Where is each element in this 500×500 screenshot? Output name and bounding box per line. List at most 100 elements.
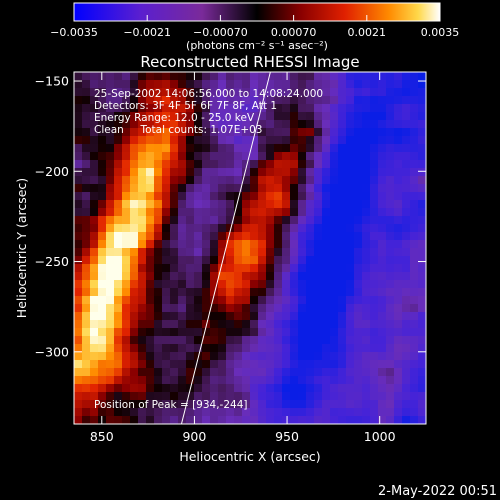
heatmap-cell <box>330 400 339 409</box>
heatmap-cell <box>282 136 291 145</box>
heatmap-cell <box>370 272 379 281</box>
heatmap-cell <box>274 328 283 337</box>
heatmap-cell <box>402 400 411 409</box>
heatmap-cell <box>346 384 355 393</box>
heatmap-cell <box>106 392 115 401</box>
heatmap-cell <box>322 264 331 273</box>
colorbar-tick-label: −0.0021 <box>123 26 171 39</box>
heatmap-cell <box>210 80 219 89</box>
heatmap-cell <box>298 72 307 81</box>
heatmap-cell <box>194 192 203 201</box>
heatmap-cell <box>186 72 195 81</box>
heatmap-cell <box>354 280 363 289</box>
heatmap-cell <box>330 376 339 385</box>
heatmap-cell <box>274 232 283 241</box>
heatmap-cell <box>106 304 115 313</box>
heatmap-cell <box>362 312 371 321</box>
heatmap-cell <box>354 312 363 321</box>
heatmap-cell <box>354 208 363 217</box>
heatmap-cell <box>354 72 363 81</box>
heatmap-cell <box>122 144 131 153</box>
heatmap-cell <box>266 360 275 369</box>
heatmap-cell <box>98 104 107 113</box>
heatmap-cell <box>370 368 379 377</box>
heatmap-cell <box>402 416 411 424</box>
heatmap-cell <box>306 408 315 417</box>
heatmap-cell <box>162 216 171 225</box>
heatmap-cell <box>90 264 99 273</box>
heatmap-cell <box>418 400 426 409</box>
heatmap-cell <box>330 224 339 233</box>
heatmap-image <box>74 72 426 424</box>
heatmap-cell <box>74 104 83 113</box>
heatmap-cell <box>258 144 267 153</box>
heatmap-cell <box>386 416 395 424</box>
heatmap-cell <box>178 104 187 113</box>
heatmap-cell <box>298 120 307 129</box>
heatmap-cell <box>146 272 155 281</box>
heatmap-cell <box>274 136 283 145</box>
heatmap-cell <box>74 384 83 393</box>
heatmap-cell <box>194 152 203 161</box>
heatmap-cell <box>226 304 235 313</box>
heatmap-cell <box>314 120 323 129</box>
heatmap-cell <box>170 232 179 241</box>
heatmap-cell <box>338 224 347 233</box>
heatmap-cell <box>146 136 155 145</box>
heatmap-cell <box>218 240 227 249</box>
heatmap-cell <box>410 128 419 137</box>
heatmap-cell <box>362 168 371 177</box>
heatmap-cell <box>322 248 331 257</box>
heatmap-cell <box>218 120 227 129</box>
heatmap-cell <box>218 184 227 193</box>
heatmap-cell <box>122 128 131 137</box>
heatmap-cell <box>402 192 411 201</box>
heatmap-cell <box>130 88 139 97</box>
heatmap-cell <box>138 200 147 209</box>
heatmap-cell <box>298 368 307 377</box>
heatmap-cell <box>210 256 219 265</box>
heatmap-cell <box>306 344 315 353</box>
heatmap-cell <box>410 392 419 401</box>
heatmap-cell <box>338 184 347 193</box>
heatmap-cell <box>282 368 291 377</box>
heatmap-cell <box>298 376 307 385</box>
heatmap-cell <box>130 408 139 417</box>
heatmap-cell <box>362 352 371 361</box>
heatmap-cell <box>378 128 387 137</box>
heatmap-cell <box>186 280 195 289</box>
heatmap-cell <box>362 208 371 217</box>
heatmap-cell <box>378 256 387 265</box>
heatmap-cell <box>210 88 219 97</box>
heatmap-cell <box>194 96 203 105</box>
heatmap-cell <box>370 344 379 353</box>
heatmap-cell <box>290 240 299 249</box>
heatmap-cell <box>298 392 307 401</box>
heatmap-cell <box>418 72 426 81</box>
heatmap-cell <box>338 72 347 81</box>
heatmap-cell <box>226 408 235 417</box>
heatmap-cell <box>298 256 307 265</box>
heatmap-cell <box>306 216 315 225</box>
heatmap-cell <box>138 264 147 273</box>
heatmap-cell <box>146 128 155 137</box>
heatmap-cell <box>298 104 307 113</box>
heatmap-cell <box>106 336 115 345</box>
heatmap-cell <box>346 248 355 257</box>
heatmap-cell <box>234 184 243 193</box>
heatmap-cell <box>418 264 426 273</box>
heatmap-cell <box>186 328 195 337</box>
heatmap-cell <box>386 296 395 305</box>
heatmap-cell <box>98 176 107 185</box>
heatmap-cell <box>330 160 339 169</box>
heatmap-cell <box>242 192 251 201</box>
heatmap-cell <box>274 336 283 345</box>
heatmap-cell <box>162 120 171 129</box>
heatmap-cell <box>130 360 139 369</box>
heatmap-cell <box>154 400 163 409</box>
heatmap-cell <box>154 408 163 417</box>
heatmap-cell <box>330 128 339 137</box>
heatmap-cell <box>130 280 139 289</box>
heatmap-cell <box>74 264 83 273</box>
heatmap-cell <box>330 136 339 145</box>
